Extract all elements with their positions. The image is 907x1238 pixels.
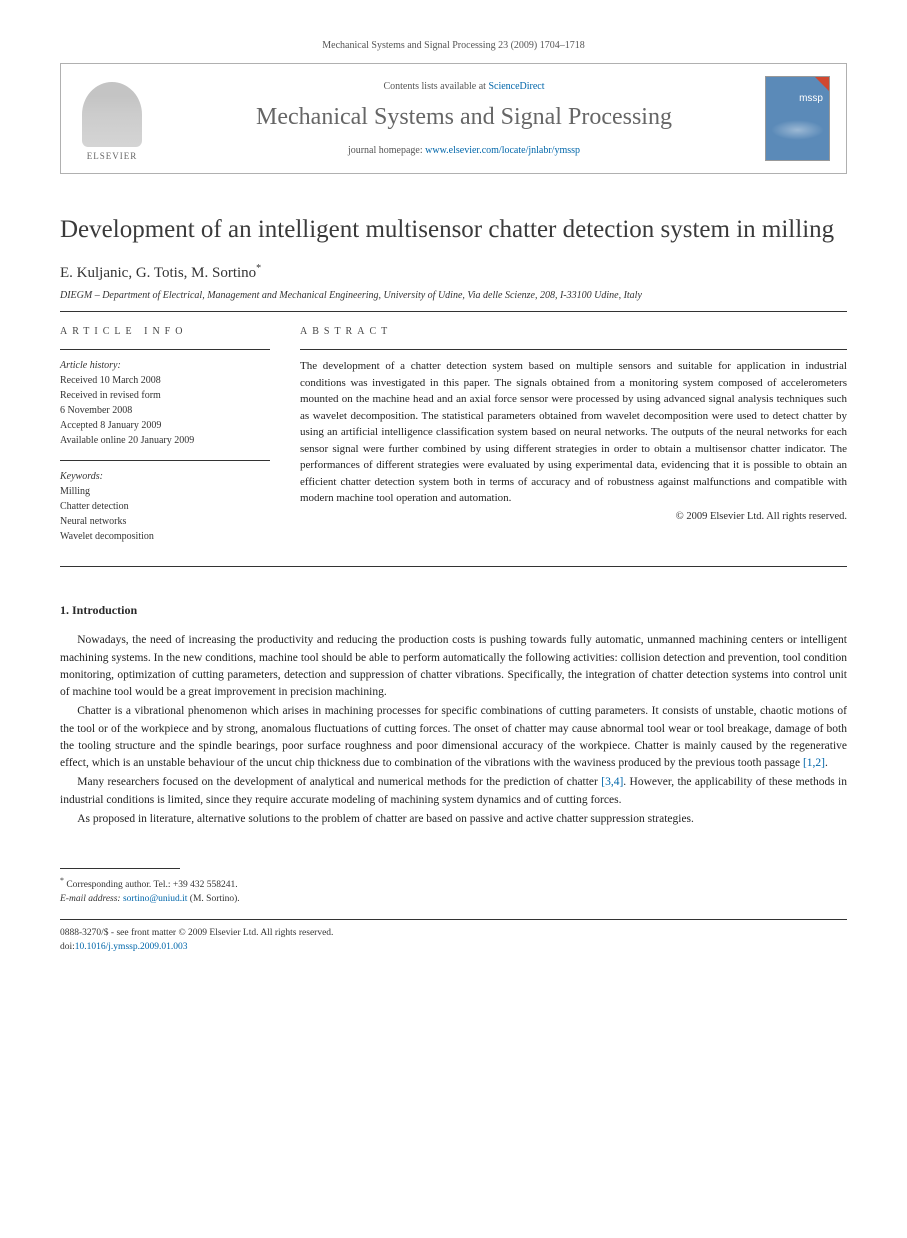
footnote-mark: * xyxy=(60,876,64,885)
history-label: Article history: xyxy=(60,358,270,373)
abstract-block: The development of a chatter detection s… xyxy=(300,349,847,522)
email-label: E-mail address: xyxy=(60,894,121,904)
p3-text-a: Many researchers focused on the developm… xyxy=(77,776,601,788)
running-header: Mechanical Systems and Signal Processing… xyxy=(60,40,847,51)
divider xyxy=(60,311,847,312)
email-link[interactable]: sortino@uniud.it xyxy=(123,894,187,904)
footnote-divider xyxy=(60,868,180,869)
front-matter-line: 0888-3270/$ - see front matter © 2009 El… xyxy=(60,926,847,940)
body-paragraph: Nowadays, the need of increasing the pro… xyxy=(60,632,847,701)
doi-link[interactable]: 10.1016/j.ymssp.2009.01.003 xyxy=(75,942,188,952)
corresponding-text: Corresponding author. Tel.: +39 432 5582… xyxy=(66,880,237,890)
info-abstract-row: ARTICLE INFO Article history: Received 1… xyxy=(60,326,847,556)
affiliation: DIEGM – Department of Electrical, Manage… xyxy=(60,290,847,301)
sciencedirect-link[interactable]: ScienceDirect xyxy=(488,81,544,92)
keywords-label: Keywords: xyxy=(60,469,270,484)
journal-cover-thumb: mssp xyxy=(765,76,830,161)
keyword: Neural networks xyxy=(60,514,270,529)
accepted-date: Accepted 8 January 2009 xyxy=(60,418,270,433)
authors: E. Kuljanic, G. Totis, M. Sortino* xyxy=(60,263,847,282)
body-paragraph: Chatter is a vibrational phenomenon whic… xyxy=(60,703,847,772)
journal-banner: ELSEVIER Contents lists available at Sci… xyxy=(60,63,847,174)
homepage-prefix: journal homepage: xyxy=(348,145,425,156)
body-paragraph: As proposed in literature, alternative s… xyxy=(60,811,847,828)
cover-label: mssp xyxy=(799,93,823,104)
section-heading-intro: 1. Introduction xyxy=(60,603,847,618)
elsevier-tree-icon xyxy=(82,82,142,147)
banner-center: Contents lists available at ScienceDirec… xyxy=(163,81,765,156)
homepage-link[interactable]: www.elsevier.com/locate/jnlabr/ymssp xyxy=(425,145,580,156)
abstract-label: ABSTRACT xyxy=(300,326,847,337)
cover-wave-icon xyxy=(771,120,824,140)
received-date: Received 10 March 2008 xyxy=(60,373,270,388)
p2-text-a: Chatter is a vibrational phenomenon whic… xyxy=(60,705,847,769)
revised-line1: Received in revised form xyxy=(60,388,270,403)
page-footer: 0888-3270/$ - see front matter © 2009 El… xyxy=(60,919,847,955)
revised-line2: 6 November 2008 xyxy=(60,403,270,418)
doi-prefix: doi: xyxy=(60,942,75,952)
doi-line: doi:10.1016/j.ymssp.2009.01.003 xyxy=(60,940,847,954)
abstract-column: ABSTRACT The development of a chatter de… xyxy=(300,326,847,556)
abstract-copyright: © 2009 Elsevier Ltd. All rights reserved… xyxy=(300,511,847,522)
author-list: E. Kuljanic, G. Totis, M. Sortino xyxy=(60,265,256,281)
article-history: Article history: Received 10 March 2008 … xyxy=(60,349,270,448)
elsevier-logo: ELSEVIER xyxy=(77,76,147,161)
article-info-column: ARTICLE INFO Article history: Received 1… xyxy=(60,326,270,556)
elsevier-label: ELSEVIER xyxy=(87,151,138,161)
contents-prefix: Contents lists available at xyxy=(383,81,488,92)
abstract-text: The development of a chatter detection s… xyxy=(300,358,847,507)
article-title: Development of an intelligent multisenso… xyxy=(60,214,847,245)
keyword: Chatter detection xyxy=(60,499,270,514)
citation-link[interactable]: [1,2] xyxy=(803,757,825,769)
email-who: (M. Sortino). xyxy=(190,894,240,904)
corresponding-mark: * xyxy=(256,263,261,274)
corresponding-footnote: * Corresponding author. Tel.: +39 432 55… xyxy=(60,875,847,892)
citation-link[interactable]: [3,4] xyxy=(601,776,623,788)
divider xyxy=(60,566,847,567)
keyword: Milling xyxy=(60,484,270,499)
journal-name: Mechanical Systems and Signal Processing xyxy=(163,104,765,131)
keywords-block: Keywords: Milling Chatter detection Neur… xyxy=(60,460,270,544)
contents-available: Contents lists available at ScienceDirec… xyxy=(163,81,765,92)
body-paragraph: Many researchers focused on the developm… xyxy=(60,774,847,809)
journal-homepage: journal homepage: www.elsevier.com/locat… xyxy=(163,145,765,156)
online-date: Available online 20 January 2009 xyxy=(60,433,270,448)
email-footnote: E-mail address: sortino@uniud.it (M. Sor… xyxy=(60,892,847,906)
keyword: Wavelet decomposition xyxy=(60,529,270,544)
article-info-label: ARTICLE INFO xyxy=(60,326,270,337)
p2-text-b: . xyxy=(825,757,828,769)
